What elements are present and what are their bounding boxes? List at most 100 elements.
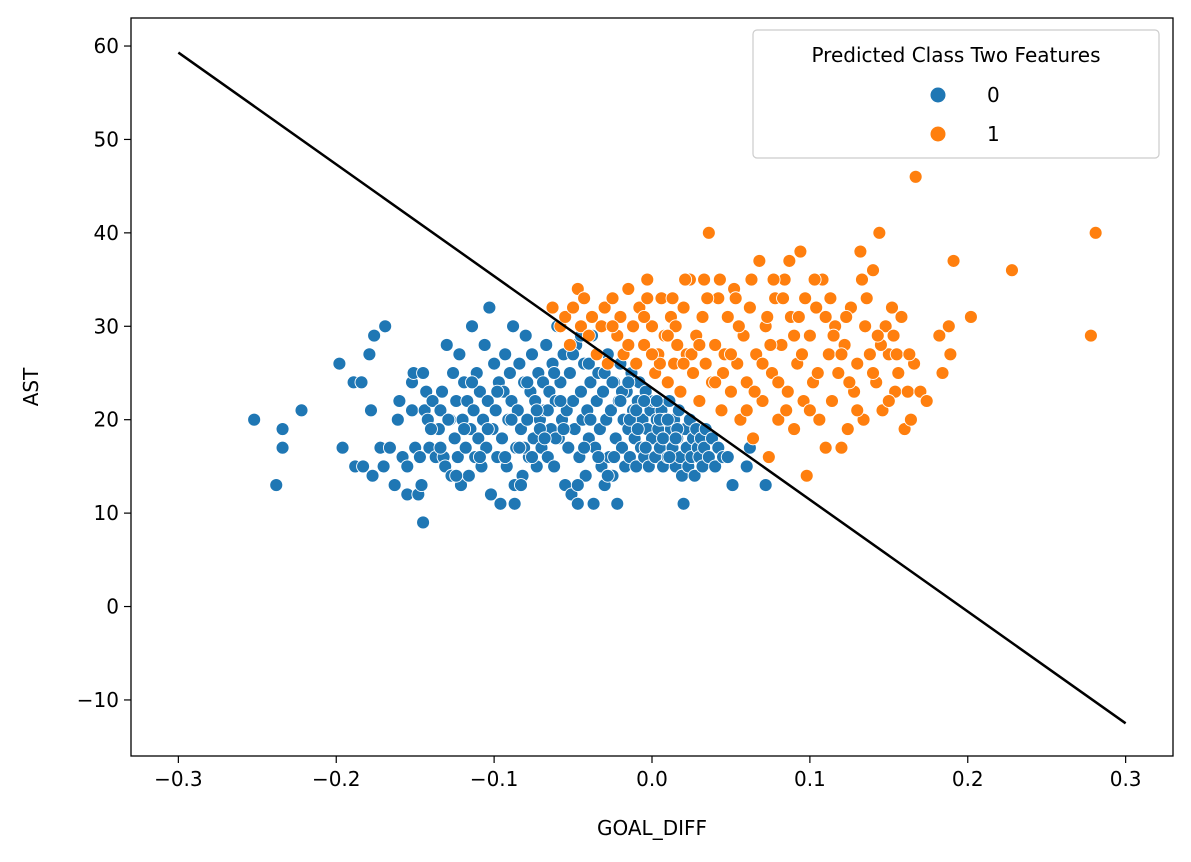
- point-class-0-0: [247, 412, 262, 427]
- point-class-0-232: [600, 468, 615, 483]
- y-tick-label: 10: [94, 501, 119, 525]
- point-class-0-233: [607, 450, 622, 465]
- point-class-0-33: [416, 366, 431, 380]
- point-class-0-5: [332, 356, 347, 371]
- point-class-0-84: [502, 366, 517, 380]
- point-class-1-49: [723, 384, 738, 399]
- point-class-0-201: [687, 468, 702, 483]
- point-class-1-48: [720, 309, 735, 324]
- point-class-1-110: [919, 394, 934, 408]
- point-class-0-152: [610, 496, 625, 511]
- point-class-0-16: [376, 459, 391, 474]
- decision-boundary-layer: [177, 51, 1127, 725]
- point-class-1-2: [558, 309, 573, 324]
- point-class-0-244: [537, 431, 552, 446]
- point-class-0-129: [574, 384, 588, 399]
- point-class-1-18: [621, 281, 636, 296]
- point-class-0-255: [441, 412, 456, 427]
- y-tick-label: 30: [94, 314, 119, 338]
- point-class-0-79: [495, 431, 509, 446]
- point-class-0-246: [520, 375, 535, 390]
- point-class-1-93: [862, 347, 877, 362]
- point-class-0-19: [387, 478, 402, 493]
- point-class-0-98: [525, 347, 539, 362]
- point-class-0-254: [449, 468, 464, 483]
- point-class-1-144: [723, 347, 738, 362]
- point-class-0-256: [433, 440, 448, 455]
- point-class-1-83: [831, 366, 846, 380]
- point-class-0-237: [638, 440, 653, 455]
- point-class-1-103: [894, 309, 909, 324]
- point-class-0-10: [356, 459, 371, 474]
- point-class-1-129: [747, 384, 762, 399]
- point-class-1-44: [708, 338, 723, 352]
- point-class-1-58: [752, 253, 767, 268]
- x-axis-label: GOAL_DIFF: [597, 816, 707, 840]
- point-class-1-96: [872, 225, 887, 240]
- point-class-0-6: [335, 440, 350, 455]
- point-class-1-22: [637, 338, 652, 352]
- point-class-1-37: [686, 366, 700, 380]
- point-class-1-92: [859, 291, 874, 306]
- point-class-0-65: [472, 384, 487, 399]
- point-class-0-72: [484, 487, 498, 502]
- point-class-0-32: [416, 515, 431, 530]
- point-class-1-33: [673, 384, 688, 399]
- point-class-0-56: [458, 440, 473, 455]
- point-class-1-81: [825, 394, 839, 408]
- x-tick-label: 0.1: [794, 767, 826, 791]
- y-tick-label: 0: [106, 595, 119, 619]
- point-class-0-132: [578, 468, 593, 483]
- point-class-0-38: [425, 394, 440, 408]
- point-class-1-23: [640, 291, 655, 306]
- point-class-1-4: [566, 300, 581, 315]
- point-class-1-123: [652, 356, 667, 371]
- point-class-0-68: [477, 338, 492, 352]
- point-class-1-119: [1088, 225, 1103, 240]
- point-class-1-76: [809, 300, 824, 315]
- point-class-0-218: [758, 478, 773, 493]
- point-class-1-141: [676, 356, 691, 371]
- point-class-0-269: [660, 412, 675, 427]
- point-class-1-86: [840, 422, 855, 436]
- point-class-1-168: [855, 272, 869, 287]
- point-class-1-133: [810, 366, 825, 380]
- point-class-0-21: [392, 394, 407, 408]
- point-class-1-149: [802, 403, 817, 418]
- point-class-0-236: [630, 422, 645, 436]
- point-class-1-79: [818, 440, 833, 455]
- point-class-1-20: [629, 356, 644, 371]
- point-class-1-73: [799, 468, 814, 483]
- point-class-0-214: [720, 450, 735, 465]
- point-class-1-0: [545, 300, 560, 315]
- legend: Predicted Class Two Features 0 1: [752, 29, 1160, 159]
- point-class-0-260: [581, 356, 596, 371]
- point-class-1-146: [755, 356, 770, 371]
- point-class-0-270: [668, 431, 683, 446]
- point-class-1-166: [823, 291, 838, 306]
- point-class-1-125: [684, 347, 699, 362]
- point-class-1-34: [676, 300, 691, 315]
- point-class-1-173: [665, 291, 680, 306]
- point-class-0-74: [487, 356, 502, 371]
- y-axis-label: AST: [19, 367, 43, 406]
- point-class-0-45: [439, 338, 454, 352]
- x-tick-label: 0.0: [636, 767, 668, 791]
- point-class-1-9: [585, 309, 599, 324]
- point-class-1-165: [791, 309, 806, 324]
- point-class-1-84: [834, 440, 849, 455]
- point-class-0-223: [525, 450, 539, 465]
- point-class-1-138: [889, 347, 904, 362]
- point-class-0-148: [604, 403, 618, 418]
- point-class-1-157: [766, 272, 781, 287]
- point-class-0-231: [591, 450, 606, 465]
- point-class-1-64: [771, 412, 786, 427]
- point-class-1-116: [963, 309, 978, 324]
- point-class-0-52: [452, 347, 467, 362]
- legend-marker-1: [929, 125, 947, 143]
- point-class-0-112: [547, 459, 562, 474]
- point-class-1-151: [834, 347, 849, 362]
- point-class-1-135: [842, 375, 857, 390]
- point-class-1-117: [1005, 263, 1019, 278]
- point-class-1-128: [731, 319, 746, 334]
